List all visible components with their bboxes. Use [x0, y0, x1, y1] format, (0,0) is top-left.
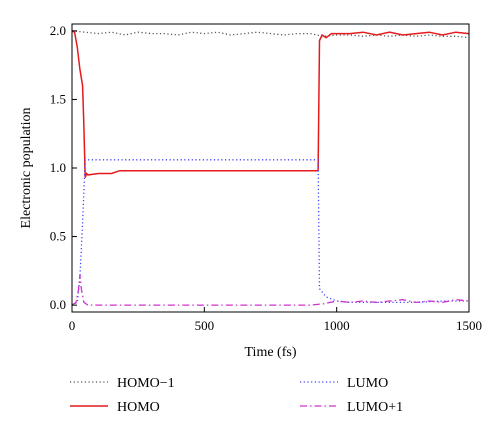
plot-series	[71, 30, 470, 306]
x-tick-label: 0	[69, 318, 76, 333]
x-axis-ticks: 0 500 1000 1500	[69, 307, 482, 333]
y-tick-label: 0.5	[50, 229, 66, 244]
y-tick-label: 1.0	[50, 160, 66, 175]
y-tick-label: 2.0	[50, 23, 66, 38]
series-line-2	[71, 30, 470, 178]
x-axis-label: Time (fs)	[245, 345, 297, 360]
legend-label: HOMO−1	[117, 376, 175, 391]
legend-label: LUMO	[347, 376, 388, 391]
x-tick-label: 1000	[324, 318, 350, 333]
legend-label: LUMO+1	[347, 400, 403, 415]
legend: HOMO−1 HOMO LUMO LUMO+1	[70, 376, 403, 415]
plot-frame	[71, 23, 470, 313]
x-tick-label: 500	[195, 318, 215, 333]
y-axis-label: Electronic population	[19, 108, 34, 229]
x-tick-label: 1500	[456, 318, 482, 333]
series-line-3	[71, 159, 469, 306]
legend-label: HOMO	[117, 400, 160, 415]
series-line-4	[71, 274, 470, 306]
y-axis-ticks: 0.0 0.5 1.0 1.5 2.0	[50, 23, 77, 312]
y-tick-label: 1.5	[50, 91, 66, 106]
y-tick-label: 0.0	[50, 297, 66, 312]
